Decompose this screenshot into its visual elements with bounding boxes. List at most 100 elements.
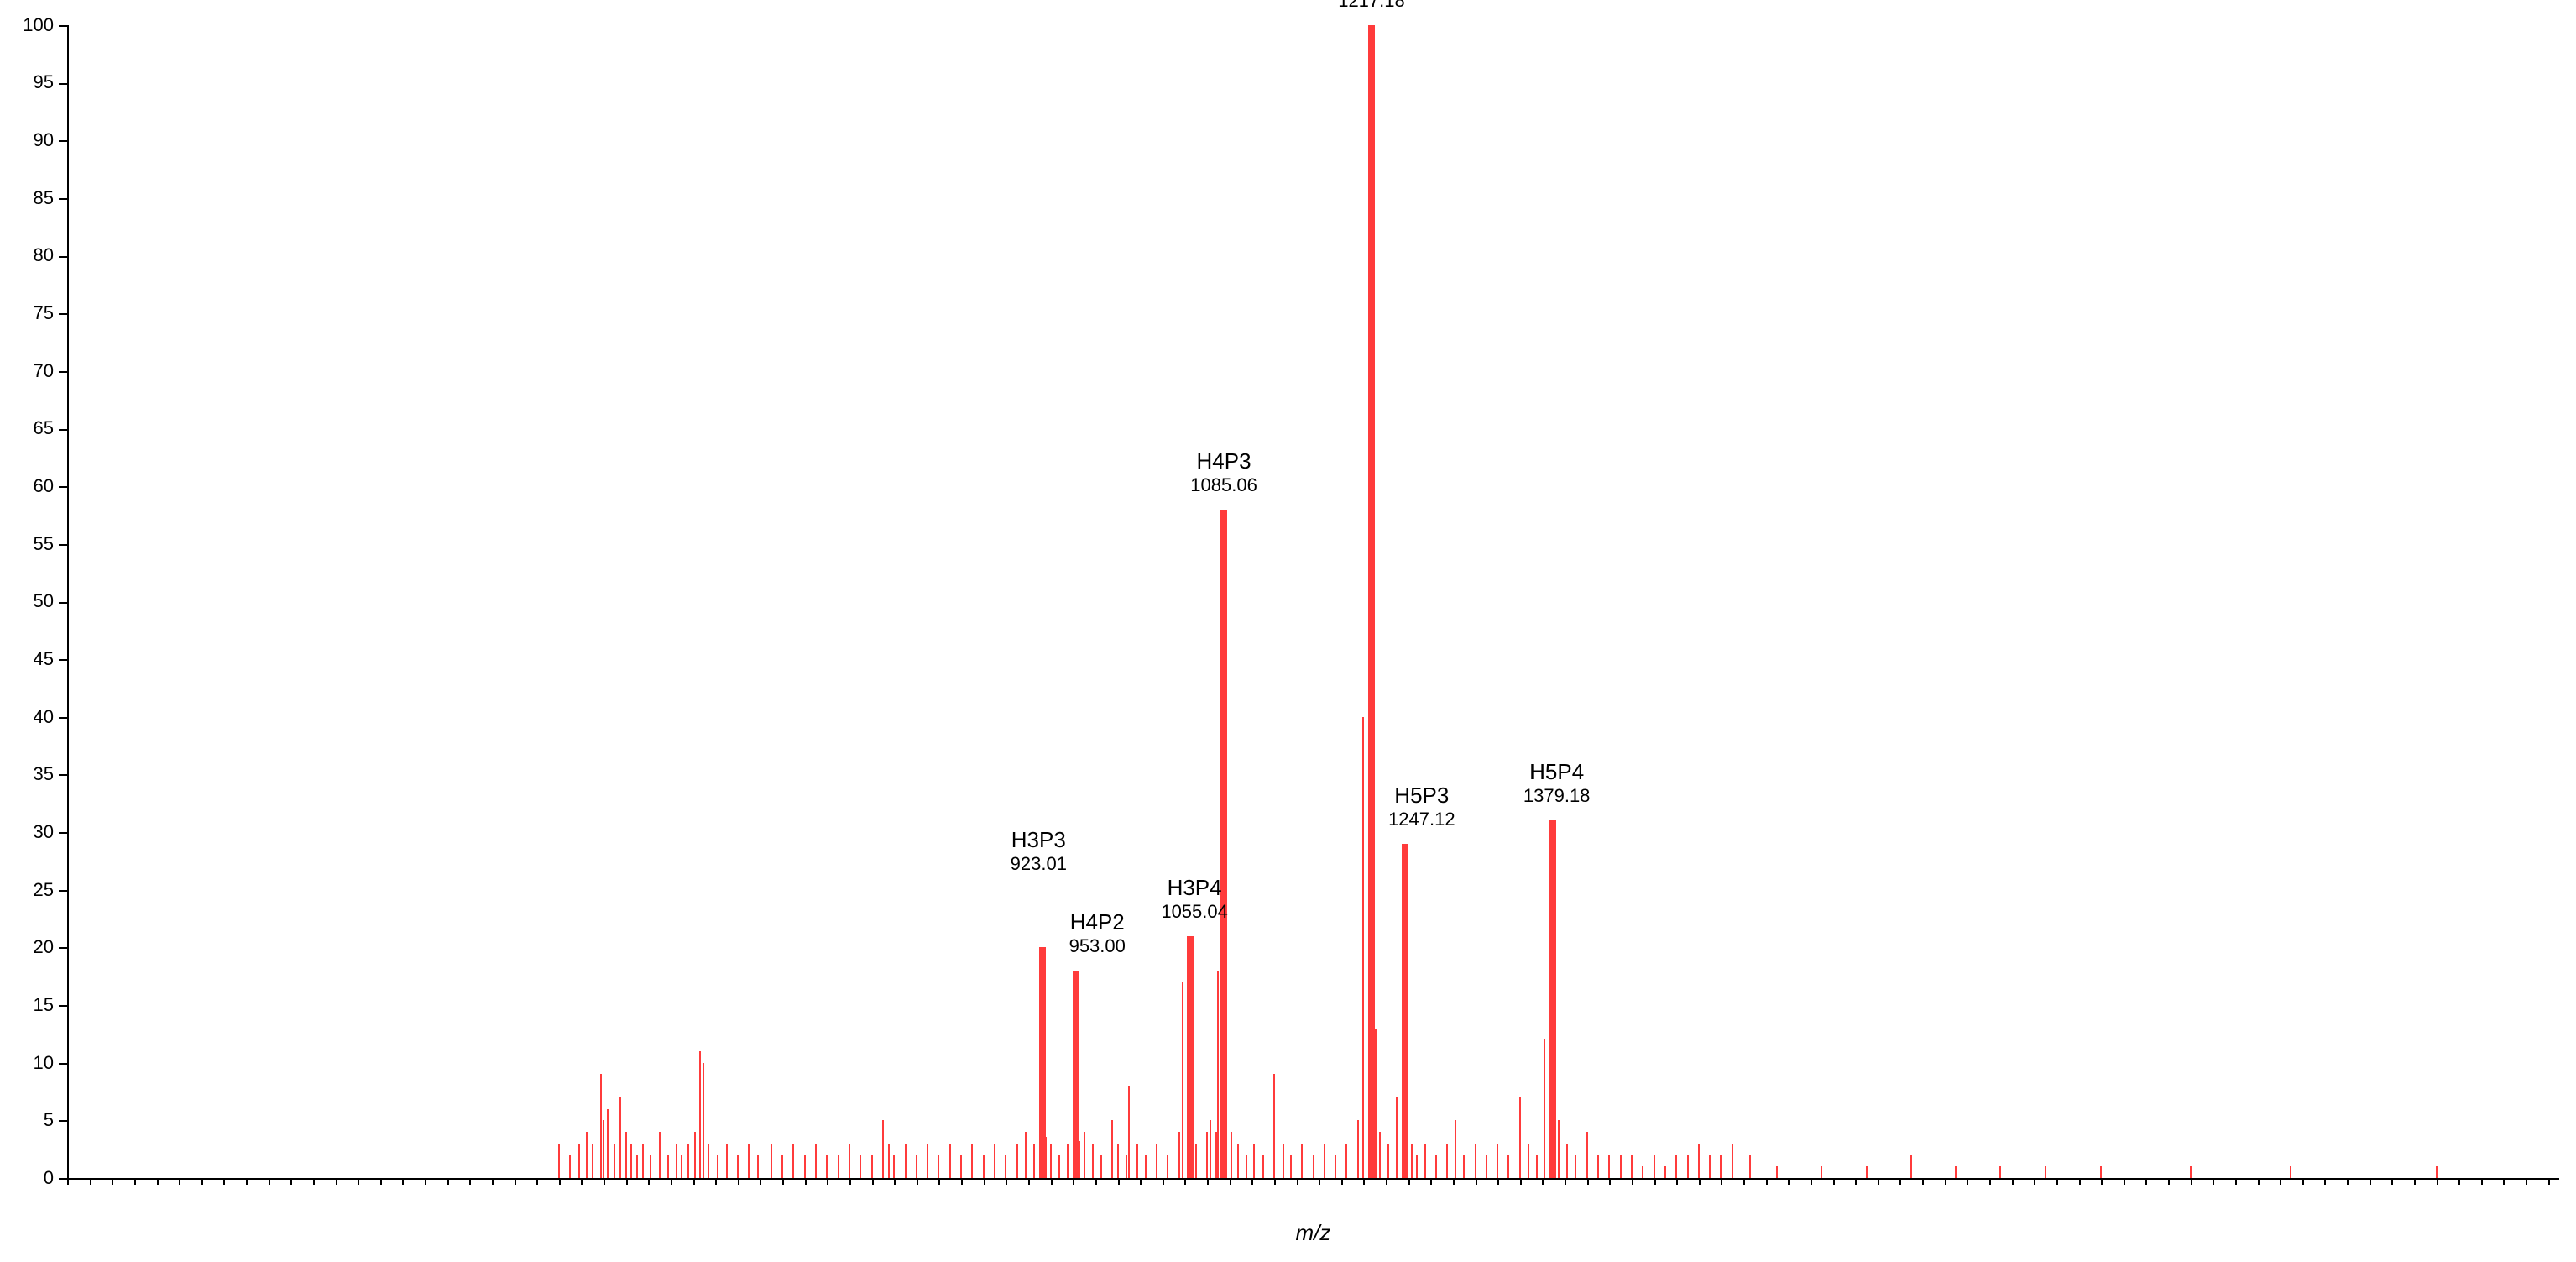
peak-annotation-name: H5P3	[1372, 783, 1472, 809]
noise-peak	[1536, 1155, 1538, 1178]
noise-peak	[916, 1155, 917, 1178]
noise-peak	[687, 1144, 689, 1178]
noise-peak	[1156, 1144, 1157, 1178]
noise-peak	[607, 1109, 609, 1178]
noise-peak	[1709, 1155, 1711, 1178]
y-axis	[67, 25, 69, 1178]
noise-peak	[1821, 1166, 1822, 1178]
noise-peak	[871, 1155, 873, 1178]
noise-peak	[642, 1144, 644, 1178]
noise-peak	[703, 1063, 704, 1178]
noise-peak	[699, 1051, 701, 1178]
noise-peak	[1411, 1144, 1413, 1178]
noise-peak	[1117, 1144, 1119, 1178]
noise-peak	[1720, 1155, 1722, 1178]
noise-peak	[578, 1144, 580, 1178]
noise-peak	[1910, 1155, 1912, 1178]
noise-peak	[2190, 1166, 2192, 1178]
noise-peak	[1231, 1132, 1232, 1178]
noise-peak	[694, 1132, 696, 1178]
noise-peak	[1246, 1155, 1247, 1178]
noise-peak	[717, 1155, 718, 1178]
noise-peak	[636, 1155, 638, 1178]
peak-annotation-name: H4P2	[1047, 909, 1147, 935]
y-tick-label: 30	[0, 821, 54, 843]
noise-peak	[614, 1144, 615, 1178]
noise-peak	[1182, 982, 1183, 1178]
noise-peak	[1092, 1144, 1094, 1178]
noise-peak	[893, 1155, 895, 1178]
noise-peak	[1016, 1144, 1018, 1178]
noise-peak	[1253, 1144, 1255, 1178]
noise-peak	[1283, 1144, 1284, 1178]
peak-annotation-mz: 1217.18	[1321, 0, 1422, 12]
peak-annotation: H5P41379.18	[1507, 759, 1607, 807]
noise-peak	[1375, 1029, 1377, 1178]
isotope-peak	[1045, 1137, 1047, 1178]
noise-peak	[630, 1144, 632, 1178]
noise-peak	[1210, 1120, 1211, 1178]
noise-peak	[1084, 1132, 1085, 1178]
peak-annotation-name: H5P4	[1507, 759, 1607, 785]
y-tick-label: 100	[0, 14, 54, 36]
noise-peak	[650, 1155, 651, 1178]
noise-peak	[1217, 971, 1219, 1178]
y-tick-label: 50	[0, 590, 54, 612]
isotope-peak	[1079, 1141, 1080, 1178]
y-tick-label: 60	[0, 475, 54, 497]
peak-annotation-mz: 1247.12	[1372, 809, 1472, 830]
y-tick-label: 90	[0, 129, 54, 151]
noise-peak	[1475, 1144, 1476, 1178]
noise-peak	[1136, 1144, 1138, 1178]
noise-peak	[1324, 1144, 1325, 1178]
noise-peak	[1486, 1155, 1487, 1178]
noise-peak	[2436, 1166, 2438, 1178]
noise-peak	[592, 1144, 593, 1178]
noise-peak	[1033, 1144, 1035, 1178]
noise-peak	[1111, 1120, 1113, 1178]
noise-peak	[1345, 1144, 1347, 1178]
noise-peak	[1631, 1155, 1633, 1178]
peak-annotation: H4P31085.06	[1173, 448, 1274, 496]
noise-peak	[1566, 1144, 1568, 1178]
noise-peak	[1237, 1144, 1239, 1178]
noise-peak	[860, 1155, 861, 1178]
noise-peak	[1687, 1155, 1689, 1178]
y-tick-label: 70	[0, 360, 54, 382]
noise-peak	[1387, 1144, 1389, 1178]
noise-peak	[1507, 1155, 1509, 1178]
noise-peak	[569, 1155, 571, 1178]
noise-peak	[1379, 1132, 1381, 1178]
noise-peak	[1463, 1155, 1465, 1178]
noise-peak	[1575, 1155, 1576, 1178]
noise-peak	[708, 1144, 709, 1178]
noise-peak	[676, 1144, 677, 1178]
noise-peak	[938, 1155, 939, 1178]
noise-peak	[1362, 717, 1364, 1178]
noise-peak	[1654, 1155, 1655, 1178]
noise-peak	[1167, 1155, 1168, 1178]
noise-peak	[1313, 1155, 1314, 1178]
noise-peak	[1955, 1166, 1957, 1178]
noise-peak	[1005, 1155, 1006, 1178]
noise-peak	[659, 1132, 661, 1178]
noise-peak	[1178, 1132, 1180, 1178]
noise-peak	[1497, 1144, 1498, 1178]
y-tick-label: 75	[0, 302, 54, 324]
noise-peak	[1642, 1166, 1643, 1178]
noise-peak	[1357, 1120, 1359, 1178]
y-tick-label: 0	[0, 1167, 54, 1189]
noise-peak	[905, 1144, 907, 1178]
isotope-peak	[1554, 1113, 1556, 1178]
peak-annotation: H4P2953.00	[1047, 909, 1147, 957]
peak-annotation-mz: 1379.18	[1507, 785, 1607, 807]
noise-peak	[726, 1144, 728, 1178]
noise-peak	[1206, 1132, 1208, 1178]
noise-peak	[1416, 1155, 1418, 1178]
noise-peak	[1544, 1039, 1545, 1178]
y-tick-label: 55	[0, 533, 54, 555]
peak-annotation-name: H4P3	[1173, 448, 1274, 474]
y-tick-label: 20	[0, 936, 54, 958]
x-axis	[67, 1178, 2559, 1180]
peak-annotation-mz: 1085.06	[1173, 474, 1274, 496]
